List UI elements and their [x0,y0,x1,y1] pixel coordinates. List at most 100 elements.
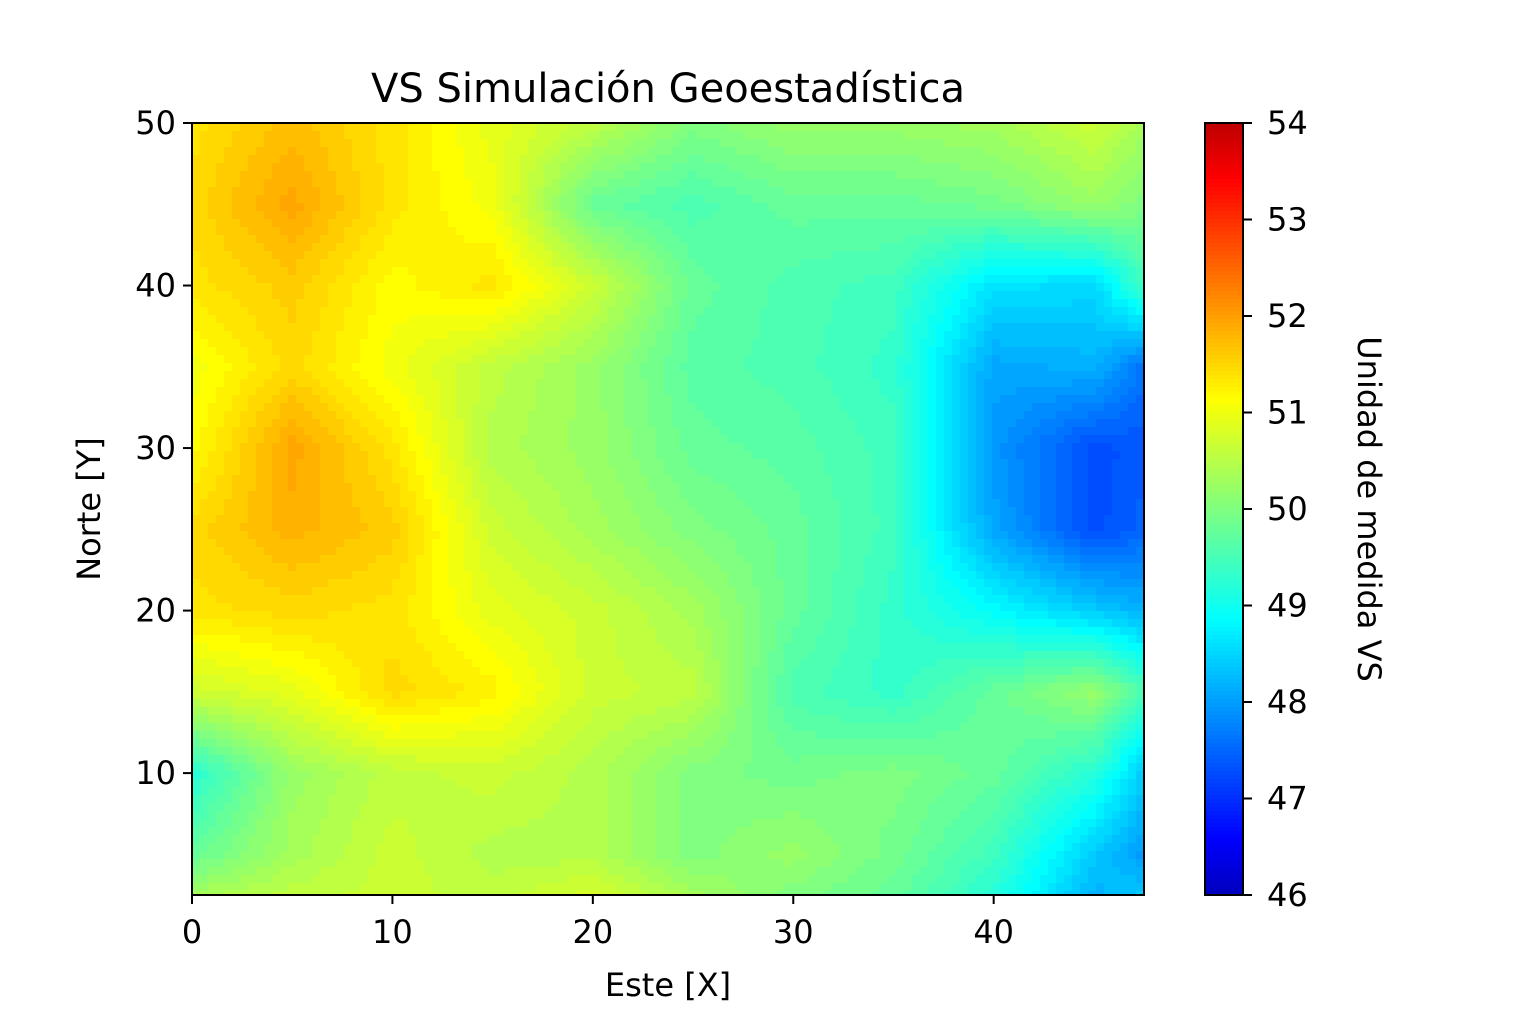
heatmap-cell [576,403,585,412]
heatmap-cell [584,147,593,156]
heatmap-cell [624,131,633,140]
heatmap-cell [728,403,737,412]
heatmap-cell [248,323,257,332]
heatmap-cell [944,179,953,188]
heatmap-cell [1064,323,1073,332]
heatmap-cell [216,331,225,340]
heatmap-cell [312,331,321,340]
heatmap-cell [424,387,433,396]
heatmap-cell [584,131,593,140]
heatmap-cell [728,347,737,356]
heatmap-cell [864,259,873,268]
heatmap-cell [760,195,769,204]
heatmap-cell [704,163,713,172]
heatmap-cell [976,347,985,356]
heatmap-cell [504,387,513,396]
heatmap-cell [968,339,977,348]
heatmap-cell [272,339,281,348]
heatmap-cell [472,315,481,324]
heatmap-cell [248,283,257,292]
heatmap-cell [832,211,841,220]
heatmap-cell [368,323,377,332]
heatmap-cell [1088,451,1097,460]
heatmap-cell [240,347,249,356]
heatmap-cell [968,347,977,356]
heatmap-cell [416,299,425,308]
heatmap-cell [920,387,929,396]
heatmap-cell [688,323,697,332]
heatmap-cell [344,443,353,452]
heatmap-cell [336,203,345,212]
heatmap-cell [520,355,529,364]
heatmap-cell [936,387,945,396]
heatmap-cell [784,147,793,156]
heatmap-cell [584,435,593,444]
heatmap-cell [656,339,665,348]
heatmap-cell [856,435,865,444]
heatmap-cell [312,451,321,460]
heatmap-cell [1088,195,1097,204]
heatmap-cell [1112,411,1121,420]
heatmap-cell [1048,139,1057,148]
heatmap-cell [672,275,681,284]
heatmap-cell [448,411,457,420]
heatmap-cell [544,179,553,188]
heatmap-cell [368,339,377,348]
heatmap-cell [440,195,449,204]
heatmap-cell [648,379,657,388]
heatmap-cell [1072,331,1081,340]
heatmap-cell [824,323,833,332]
heatmap-cell [1096,355,1105,364]
heatmap-cell [1120,427,1129,436]
heatmap-cell [920,307,929,316]
heatmap-cell [408,451,417,460]
heatmap-cell [1048,259,1057,268]
heatmap-cell [920,339,929,348]
heatmap-cell [936,435,945,444]
heatmap-cell [360,139,369,148]
heatmap-cell [408,275,417,284]
heatmap-cell [944,307,953,316]
heatmap-cell [832,355,841,364]
heatmap-cell [888,331,897,340]
heatmap-cell [448,395,457,404]
heatmap-cell [368,147,377,156]
heatmap-cell [824,147,833,156]
heatmap-cell [192,227,201,236]
heatmap-cell [368,131,377,140]
heatmap-cell [680,427,689,436]
heatmap-cell [432,131,441,140]
heatmap-cell [608,371,617,380]
heatmap-cell [376,307,385,316]
heatmap-cell [688,235,697,244]
heatmap-cell [360,259,369,268]
heatmap-cell [296,179,305,188]
heatmap-cell [848,139,857,148]
heatmap-cell [744,339,753,348]
heatmap-cell [792,155,801,164]
heatmap-cell [320,443,329,452]
heatmap-cell [880,347,889,356]
heatmap-cell [936,171,945,180]
heatmap-cell [296,451,305,460]
heatmap-cell [1128,419,1137,428]
heatmap-cell [800,419,809,428]
heatmap-cell [400,451,409,460]
heatmap-cell [1104,243,1113,252]
heatmap-cell [1064,219,1073,228]
heatmap-cell [624,419,633,428]
heatmap-cell [448,235,457,244]
heatmap-cell [800,195,809,204]
heatmap-cell [992,451,1001,460]
heatmap-cell [1088,363,1097,372]
heatmap-cell [632,267,641,276]
heatmap-cell [808,331,817,340]
heatmap-cell [736,171,745,180]
heatmap-cell [728,195,737,204]
heatmap-cell [680,267,689,276]
heatmap-cell [464,379,473,388]
heatmap-cell [984,179,993,188]
heatmap-cell [1112,363,1121,372]
heatmap-cell [1048,387,1057,396]
heatmap-cell [416,163,425,172]
